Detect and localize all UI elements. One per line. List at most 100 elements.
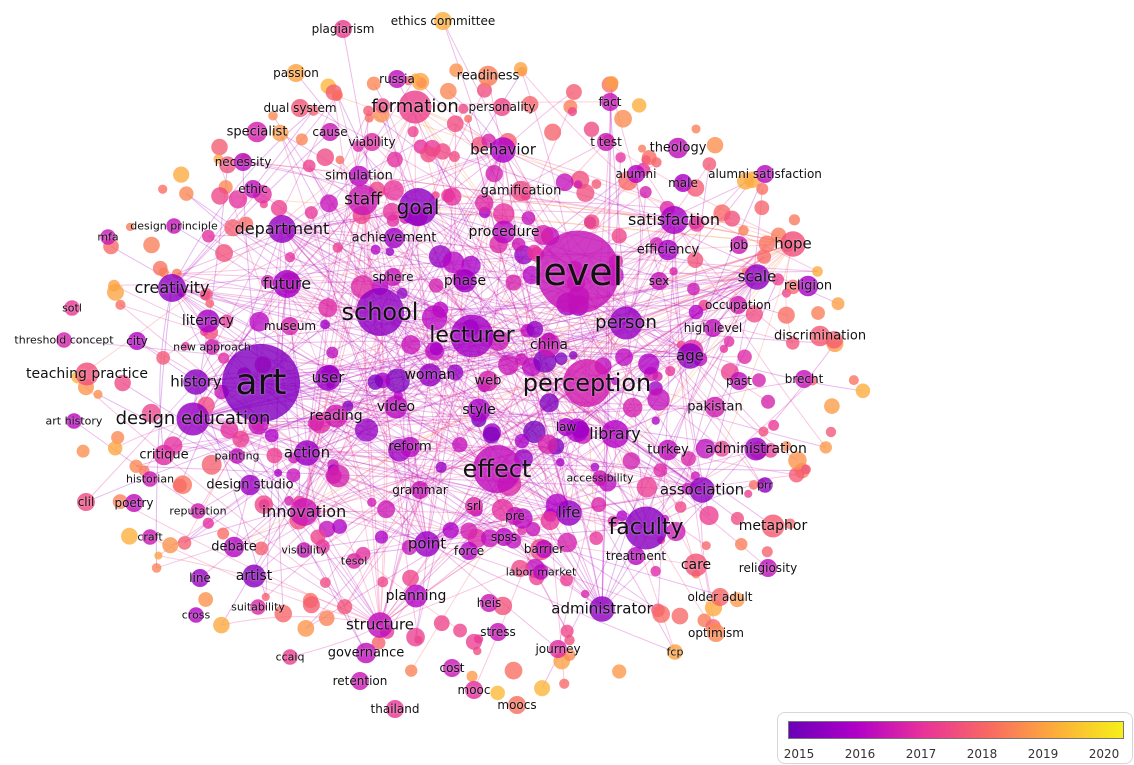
term-node[interactable]	[211, 138, 228, 156]
term-node[interactable]	[385, 368, 410, 393]
term-node-grammar[interactable]	[411, 481, 429, 499]
term-node[interactable]	[688, 216, 702, 230]
term-node[interactable]	[318, 610, 335, 627]
term-node[interactable]	[158, 267, 169, 278]
term-label[interactable]: poetry	[114, 496, 154, 510]
term-node[interactable]	[651, 416, 660, 425]
term-node[interactable]	[745, 305, 763, 323]
term-node[interactable]	[730, 511, 744, 526]
term-node[interactable]	[238, 216, 254, 232]
term-node-necessity[interactable]	[234, 153, 252, 171]
term-node-viability[interactable]	[363, 133, 381, 151]
term-label[interactable]: web	[474, 373, 502, 389]
term-node-effect[interactable]	[473, 445, 521, 493]
term-node-prr[interactable]	[757, 477, 773, 493]
term-label[interactable]: prr	[757, 478, 773, 492]
term-label[interactable]: sex	[648, 274, 670, 288]
term-node[interactable]	[819, 441, 832, 454]
term-node-structure[interactable]	[367, 612, 393, 638]
term-node[interactable]	[435, 461, 447, 473]
term-node[interactable]	[493, 596, 513, 616]
term-node[interactable]	[93, 389, 103, 399]
term-node-ethic[interactable]	[244, 180, 262, 198]
term-node[interactable]	[534, 680, 551, 697]
term-node[interactable]	[583, 121, 600, 137]
term-node-craft[interactable]	[142, 529, 158, 545]
term-node[interactable]	[485, 164, 503, 183]
term-node[interactable]	[374, 98, 391, 114]
term-label[interactable]: critique	[139, 447, 189, 463]
term-node[interactable]	[406, 627, 425, 647]
term-node[interactable]	[615, 348, 633, 367]
term-node-mfa[interactable]	[100, 229, 116, 245]
term-node-specialist[interactable]	[246, 121, 268, 143]
term-node[interactable]	[198, 592, 214, 607]
term-node-russia[interactable]	[388, 70, 406, 88]
term-node[interactable]	[504, 661, 523, 680]
term-node[interactable]	[106, 283, 124, 301]
term-label[interactable]: literacy	[181, 313, 235, 329]
term-node[interactable]	[173, 166, 190, 183]
term-node[interactable]	[429, 342, 443, 356]
term-label[interactable]: person	[595, 312, 657, 333]
term-node[interactable]	[111, 430, 125, 445]
term-node[interactable]	[515, 353, 528, 366]
term-label[interactable]: suitability	[231, 600, 285, 614]
term-node[interactable]	[143, 236, 160, 254]
term-node[interactable]	[691, 124, 701, 134]
term-node[interactable]	[622, 452, 640, 470]
term-label[interactable]: fcp	[666, 645, 684, 659]
term-node[interactable]	[215, 244, 234, 262]
term-node-museum[interactable]	[281, 317, 299, 335]
term-node-fact[interactable]	[601, 93, 619, 111]
term-node-reform[interactable]	[399, 436, 421, 458]
term-node[interactable]	[410, 73, 421, 84]
term-node[interactable]	[319, 577, 331, 589]
term-node[interactable]	[181, 341, 190, 351]
term-node-goal[interactable]	[399, 188, 437, 226]
term-label[interactable]: ethic	[238, 182, 268, 196]
term-node[interactable]	[452, 436, 468, 453]
term-label[interactable]: clil	[77, 495, 95, 509]
term-label[interactable]: older adult	[687, 590, 753, 604]
term-node-web[interactable]	[477, 370, 499, 392]
term-node[interactable]	[465, 633, 482, 650]
term-label[interactable]: historian	[125, 472, 175, 486]
term-label[interactable]: tesol	[340, 554, 368, 568]
term-node[interactable]	[514, 433, 530, 449]
term-label[interactable]: library	[589, 424, 641, 443]
term-node[interactable]	[559, 678, 570, 689]
term-node[interactable]	[631, 98, 647, 113]
term-node[interactable]	[366, 76, 381, 91]
term-label[interactable]: gamification	[480, 183, 562, 199]
term-node[interactable]	[162, 537, 179, 554]
term-label[interactable]: perception	[522, 369, 652, 397]
term-node[interactable]	[274, 604, 293, 623]
term-node-alumni[interactable]	[627, 165, 645, 183]
term-node[interactable]	[217, 527, 230, 540]
term-node[interactable]	[76, 444, 90, 458]
term-node[interactable]	[112, 494, 128, 510]
term-label[interactable]: age	[676, 346, 704, 365]
term-node-phase[interactable]	[453, 269, 477, 293]
term-node[interactable]	[354, 418, 379, 442]
term-node-ccaiq[interactable]	[282, 649, 298, 665]
term-label[interactable]: t test	[590, 135, 622, 149]
term-node[interactable]	[639, 186, 652, 199]
term-node[interactable]	[557, 532, 577, 553]
term-node[interactable]	[202, 517, 214, 529]
term-node[interactable]	[382, 202, 401, 221]
term-label[interactable]: hope	[774, 234, 812, 253]
term-node-dual-system[interactable]	[291, 99, 309, 117]
term-label[interactable]: mooc	[457, 683, 491, 697]
term-node[interactable]	[114, 374, 131, 392]
term-label[interactable]: past	[726, 374, 752, 388]
term-node-art-history[interactable]	[66, 413, 82, 429]
term-label[interactable]: theology	[649, 140, 707, 156]
term-node[interactable]	[521, 96, 539, 113]
term-node-lecturer[interactable]	[450, 314, 494, 358]
term-node[interactable]	[781, 441, 792, 452]
term-node-behavior[interactable]	[490, 137, 516, 163]
term-node[interactable]	[154, 551, 163, 560]
term-node-hope[interactable]	[780, 231, 806, 257]
